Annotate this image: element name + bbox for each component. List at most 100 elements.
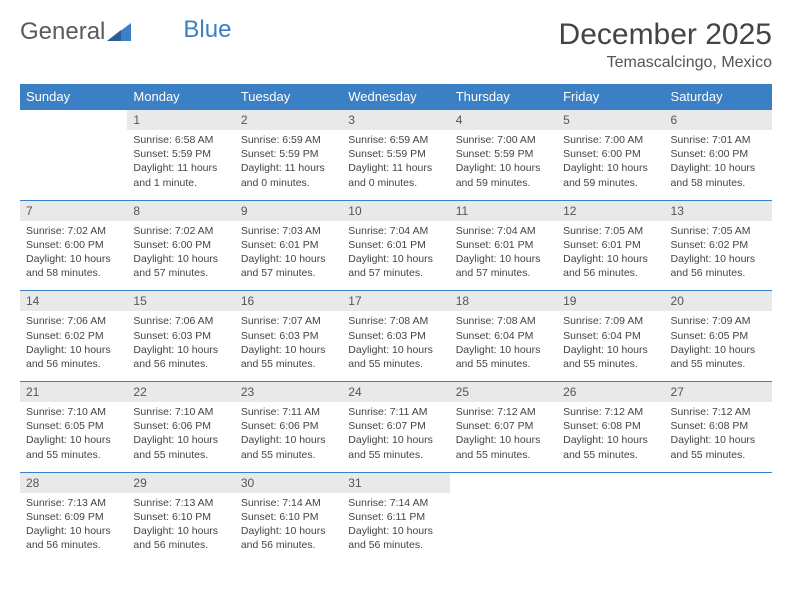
- day-header-cell: Saturday: [665, 84, 772, 110]
- sunset-text: Sunset: 6:01 PM: [456, 238, 551, 252]
- day-content-cell: Sunrise: 7:09 AMSunset: 6:05 PMDaylight:…: [665, 311, 772, 381]
- sunset-text: Sunset: 6:01 PM: [241, 238, 336, 252]
- sunrise-text: Sunrise: 7:12 AM: [563, 405, 658, 419]
- day-number-row: 14151617181920: [20, 291, 772, 312]
- day-number-cell: 11: [450, 200, 557, 221]
- logo: General Blue: [20, 18, 231, 46]
- day-content-cell: [557, 493, 664, 563]
- day-number-cell: [665, 472, 772, 493]
- sunset-text: Sunset: 6:06 PM: [133, 419, 228, 433]
- day-number-cell: 10: [342, 200, 449, 221]
- sunset-text: Sunset: 6:09 PM: [26, 510, 121, 524]
- sunrise-text: Sunrise: 7:08 AM: [456, 314, 551, 328]
- daylight-text: Daylight: 11 hours and 1 minute.: [133, 161, 228, 189]
- day-number-row: 28293031: [20, 472, 772, 493]
- sunrise-text: Sunrise: 7:12 AM: [456, 405, 551, 419]
- sunset-text: Sunset: 6:02 PM: [671, 238, 766, 252]
- daylight-text: Daylight: 10 hours and 55 minutes.: [563, 343, 658, 371]
- sunrise-text: Sunrise: 7:09 AM: [563, 314, 658, 328]
- day-content-cell: Sunrise: 7:10 AMSunset: 6:06 PMDaylight:…: [127, 402, 234, 472]
- sunrise-text: Sunrise: 6:58 AM: [133, 133, 228, 147]
- daylight-text: Daylight: 10 hours and 56 minutes.: [133, 524, 228, 552]
- day-header-cell: Monday: [127, 84, 234, 110]
- day-header-row: SundayMondayTuesdayWednesdayThursdayFrid…: [20, 84, 772, 110]
- day-header-cell: Sunday: [20, 84, 127, 110]
- sunset-text: Sunset: 6:05 PM: [671, 329, 766, 343]
- sunset-text: Sunset: 6:00 PM: [133, 238, 228, 252]
- daylight-text: Daylight: 10 hours and 56 minutes.: [26, 343, 121, 371]
- day-content-cell: Sunrise: 7:00 AMSunset: 6:00 PMDaylight:…: [557, 130, 664, 200]
- sunset-text: Sunset: 6:03 PM: [133, 329, 228, 343]
- day-content-cell: Sunrise: 7:00 AMSunset: 5:59 PMDaylight:…: [450, 130, 557, 200]
- sunrise-text: Sunrise: 7:00 AM: [456, 133, 551, 147]
- daylight-text: Daylight: 10 hours and 59 minutes.: [563, 161, 658, 189]
- day-number-cell: 21: [20, 382, 127, 403]
- day-header-cell: Thursday: [450, 84, 557, 110]
- day-content-cell: Sunrise: 7:07 AMSunset: 6:03 PMDaylight:…: [235, 311, 342, 381]
- sunset-text: Sunset: 6:01 PM: [563, 238, 658, 252]
- day-number-cell: 17: [342, 291, 449, 312]
- daylight-text: Daylight: 10 hours and 57 minutes.: [348, 252, 443, 280]
- sunrise-text: Sunrise: 7:07 AM: [241, 314, 336, 328]
- day-number-row: 21222324252627: [20, 382, 772, 403]
- sunset-text: Sunset: 5:59 PM: [456, 147, 551, 161]
- day-number-cell: 4: [450, 110, 557, 131]
- sunrise-text: Sunrise: 7:09 AM: [671, 314, 766, 328]
- calendar-table: SundayMondayTuesdayWednesdayThursdayFrid…: [20, 84, 772, 563]
- sunset-text: Sunset: 6:08 PM: [671, 419, 766, 433]
- sunrise-text: Sunrise: 7:13 AM: [133, 496, 228, 510]
- sunset-text: Sunset: 5:59 PM: [133, 147, 228, 161]
- day-number-cell: 25: [450, 382, 557, 403]
- day-number-cell: 2: [235, 110, 342, 131]
- sunset-text: Sunset: 6:07 PM: [348, 419, 443, 433]
- daylight-text: Daylight: 10 hours and 55 minutes.: [563, 433, 658, 461]
- day-content-cell: Sunrise: 6:58 AMSunset: 5:59 PMDaylight:…: [127, 130, 234, 200]
- daylight-text: Daylight: 11 hours and 0 minutes.: [241, 161, 336, 189]
- day-number-cell: 13: [665, 200, 772, 221]
- day-number-cell: 8: [127, 200, 234, 221]
- day-number-cell: 5: [557, 110, 664, 131]
- sunrise-text: Sunrise: 7:11 AM: [241, 405, 336, 419]
- day-content-row: Sunrise: 6:58 AMSunset: 5:59 PMDaylight:…: [20, 130, 772, 200]
- sunset-text: Sunset: 6:10 PM: [133, 510, 228, 524]
- sunset-text: Sunset: 6:03 PM: [348, 329, 443, 343]
- sunset-text: Sunset: 5:59 PM: [241, 147, 336, 161]
- day-number-cell: 28: [20, 472, 127, 493]
- sunrise-text: Sunrise: 7:02 AM: [133, 224, 228, 238]
- sunset-text: Sunset: 6:07 PM: [456, 419, 551, 433]
- sunrise-text: Sunrise: 7:12 AM: [671, 405, 766, 419]
- sunrise-text: Sunrise: 7:10 AM: [26, 405, 121, 419]
- daylight-text: Daylight: 10 hours and 58 minutes.: [671, 161, 766, 189]
- sunrise-text: Sunrise: 6:59 AM: [241, 133, 336, 147]
- sunrise-text: Sunrise: 7:14 AM: [348, 496, 443, 510]
- day-content-cell: Sunrise: 7:03 AMSunset: 6:01 PMDaylight:…: [235, 221, 342, 291]
- day-content-cell: Sunrise: 7:06 AMSunset: 6:03 PMDaylight:…: [127, 311, 234, 381]
- daylight-text: Daylight: 10 hours and 55 minutes.: [671, 343, 766, 371]
- day-number-cell: 7: [20, 200, 127, 221]
- day-content-cell: Sunrise: 7:12 AMSunset: 6:08 PMDaylight:…: [557, 402, 664, 472]
- day-content-row: Sunrise: 7:10 AMSunset: 6:05 PMDaylight:…: [20, 402, 772, 472]
- day-content-cell: Sunrise: 7:14 AMSunset: 6:11 PMDaylight:…: [342, 493, 449, 563]
- sunset-text: Sunset: 6:03 PM: [241, 329, 336, 343]
- daylight-text: Daylight: 10 hours and 57 minutes.: [133, 252, 228, 280]
- day-content-cell: Sunrise: 7:13 AMSunset: 6:10 PMDaylight:…: [127, 493, 234, 563]
- sunset-text: Sunset: 6:00 PM: [26, 238, 121, 252]
- daylight-text: Daylight: 10 hours and 55 minutes.: [348, 343, 443, 371]
- header: General Blue December 2025 Temascalcingo…: [20, 18, 772, 72]
- daylight-text: Daylight: 10 hours and 55 minutes.: [456, 433, 551, 461]
- day-header-cell: Wednesday: [342, 84, 449, 110]
- sunrise-text: Sunrise: 7:01 AM: [671, 133, 766, 147]
- day-content-cell: Sunrise: 7:11 AMSunset: 6:06 PMDaylight:…: [235, 402, 342, 472]
- day-number-row: 78910111213: [20, 200, 772, 221]
- day-content-cell: Sunrise: 7:08 AMSunset: 6:03 PMDaylight:…: [342, 311, 449, 381]
- day-number-cell: 6: [665, 110, 772, 131]
- daylight-text: Daylight: 10 hours and 56 minutes.: [241, 524, 336, 552]
- day-number-cell: 9: [235, 200, 342, 221]
- sunrise-text: Sunrise: 7:05 AM: [563, 224, 658, 238]
- daylight-text: Daylight: 10 hours and 55 minutes.: [671, 433, 766, 461]
- day-header-cell: Tuesday: [235, 84, 342, 110]
- day-number-cell: 29: [127, 472, 234, 493]
- day-number-cell: 16: [235, 291, 342, 312]
- day-content-cell: Sunrise: 7:04 AMSunset: 6:01 PMDaylight:…: [450, 221, 557, 291]
- sunrise-text: Sunrise: 7:10 AM: [133, 405, 228, 419]
